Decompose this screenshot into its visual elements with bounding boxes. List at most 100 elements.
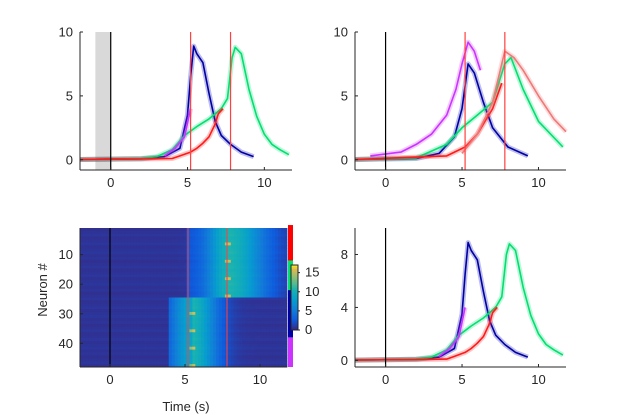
heatmap-cell — [227, 256, 232, 261]
heatmap-cell — [115, 326, 119, 330]
heatmap-cell — [198, 323, 202, 327]
heatmap-cell — [180, 329, 184, 333]
heatmap-cell — [275, 239, 279, 243]
heatmap-cell — [180, 355, 184, 359]
heatmap-cell — [159, 346, 164, 351]
heatmap-cell — [165, 268, 170, 272]
heatmap-cell — [156, 340, 161, 345]
heatmap-cell — [183, 320, 187, 324]
heatmap-cell — [112, 248, 116, 252]
heatmap-cell — [156, 364, 161, 368]
heatmap-cell — [148, 323, 152, 327]
heatmap-cell — [88, 280, 93, 284]
heatmap-cell — [201, 317, 205, 322]
heatmap-cell — [80, 236, 84, 240]
heatmap-cell — [136, 268, 140, 272]
heatmap-cell — [150, 329, 155, 333]
heatmap-cell — [153, 317, 158, 322]
heatmap-cell — [171, 262, 176, 267]
heatmap-cell — [278, 317, 282, 322]
heatmap-cell — [275, 280, 279, 284]
heatmap-cell — [213, 352, 217, 356]
heatmap-cell — [121, 283, 125, 287]
heatmap-cell — [136, 277, 140, 281]
heatmap-cell — [213, 343, 217, 348]
heatmap-cell — [180, 317, 184, 322]
heatmap-cell — [221, 291, 226, 296]
heatmap-cell — [216, 259, 220, 264]
heatmap-cell — [260, 352, 264, 356]
heatmap-cell — [168, 230, 173, 235]
heatmap-cell — [109, 236, 113, 240]
heatmap-cell — [80, 349, 84, 353]
heatmap-cell — [177, 277, 181, 281]
heatmap-cell — [221, 262, 226, 267]
heatmap-cell — [109, 364, 113, 368]
heatmap-cell — [245, 329, 249, 333]
heatmap-cell — [218, 280, 223, 284]
heatmap-cell — [142, 303, 146, 307]
heatmap-cell — [201, 349, 205, 353]
heatmap-cell — [133, 230, 137, 235]
heatmap-cell — [198, 239, 202, 243]
heatmap-cell — [189, 285, 193, 290]
heatmap-cell — [204, 285, 208, 290]
heatmap-cell — [97, 251, 102, 255]
heatmap-cell — [109, 343, 113, 348]
heatmap-cell — [281, 329, 285, 333]
heatmap-cell — [272, 291, 276, 296]
heatmap-cell — [233, 285, 238, 290]
heatmap-cell — [130, 233, 134, 238]
heatmap-cell — [263, 259, 267, 264]
heatmap-cell — [201, 251, 205, 255]
heatmap-cell — [156, 349, 161, 353]
heatmap-cell — [248, 323, 252, 327]
heatmap-cell — [127, 326, 131, 330]
heatmap-cell — [269, 346, 273, 351]
heatmap-cell — [207, 271, 211, 275]
heatmap-cell — [227, 317, 232, 322]
heatmap-cell — [204, 294, 208, 298]
heatmap-cell — [165, 277, 170, 281]
heatmap-cell — [109, 329, 113, 333]
series-line — [79, 108, 224, 161]
heatmap-cell — [251, 230, 255, 235]
heatmap-cell — [180, 303, 184, 307]
heatmap-cell — [148, 320, 152, 324]
heatmap-cell — [207, 323, 211, 327]
heatmap-cell — [260, 291, 264, 296]
heatmap-cell — [171, 309, 176, 313]
heatmap-cell — [174, 329, 178, 333]
heatmap-cell — [106, 265, 110, 269]
heatmap-cell — [221, 317, 226, 322]
heatmap-cell — [133, 346, 137, 351]
heatmap-cell — [139, 274, 143, 278]
heatmap-cell — [195, 262, 199, 267]
heatmap-cell — [183, 254, 187, 258]
heatmap-cell — [242, 297, 246, 301]
heatmap-cell — [115, 256, 119, 261]
heatmap-cell — [148, 340, 152, 345]
heatmap-cell — [251, 303, 255, 307]
heatmap-cell — [85, 343, 90, 348]
heatmap-cell — [162, 306, 167, 310]
heatmap-cell — [281, 248, 285, 252]
heatmap-cell — [130, 288, 134, 293]
heatmap-cell — [248, 268, 252, 272]
heatmap-cell — [213, 320, 217, 324]
heatmap-cell — [189, 283, 193, 287]
heatmap-cell — [233, 335, 238, 339]
heatmap-cell — [218, 332, 223, 336]
heatmap-cell — [218, 291, 223, 296]
y-tick-label: 8 — [341, 247, 348, 262]
heatmap-cell — [133, 294, 137, 298]
heatmap-cell — [245, 259, 249, 264]
heatmap-cell — [281, 309, 285, 313]
heatmap-cell — [106, 332, 110, 336]
heatmap-cell — [201, 364, 205, 368]
heatmap-cell — [130, 326, 134, 330]
heatmap-cell — [254, 268, 258, 272]
heatmap-cell — [177, 297, 181, 301]
heatmap-cell — [162, 311, 167, 316]
colorbar-segment — [291, 279, 298, 282]
